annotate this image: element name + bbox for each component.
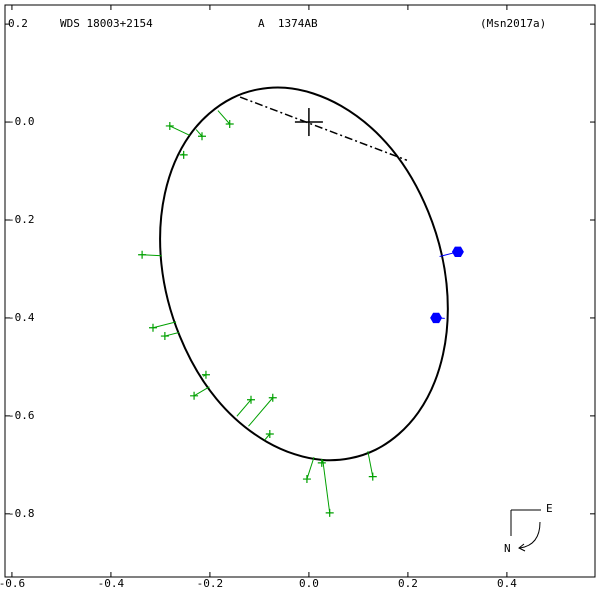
residual-line <box>306 456 315 480</box>
observation <box>201 370 210 379</box>
y-tick-label: -0.6 <box>8 409 35 422</box>
residual-line <box>264 433 271 441</box>
y-tick-label: 0.2 <box>8 17 28 30</box>
observation <box>160 332 169 341</box>
observation <box>430 312 443 324</box>
residual-line <box>236 399 252 417</box>
observation <box>325 508 334 517</box>
residual-line <box>367 451 374 477</box>
observation <box>317 458 326 467</box>
y-tick-label: -0.2 <box>8 213 35 226</box>
observation <box>268 393 277 402</box>
observation <box>451 246 464 258</box>
y-tick-label: -0.8 <box>8 507 35 520</box>
line-of-nodes <box>239 96 408 161</box>
residual-line <box>217 110 231 125</box>
x-tick-label: 0.4 <box>497 577 517 590</box>
compass-arrowhead <box>518 543 526 552</box>
compass-east: E <box>546 502 553 515</box>
residual-line <box>248 397 274 427</box>
observation <box>302 475 311 484</box>
observation <box>368 472 377 481</box>
y-tick-label: -0.4 <box>8 311 35 324</box>
residual-line <box>169 125 190 136</box>
residual-line <box>152 321 177 329</box>
compass-arrow <box>519 521 541 549</box>
x-tick-label: -0.4 <box>98 577 125 590</box>
compass <box>510 509 541 552</box>
observation <box>148 323 157 332</box>
x-tick-label: -0.6 <box>0 577 25 590</box>
chart-subtitle: A 1374AB <box>258 17 318 30</box>
observation <box>165 121 174 130</box>
x-tick-label: 0.2 <box>398 577 418 590</box>
observation <box>179 150 188 159</box>
observation <box>225 120 234 129</box>
residual-line <box>195 129 203 137</box>
observation <box>197 132 206 141</box>
plot-frame <box>4 4 596 578</box>
compass-north: N <box>504 542 511 555</box>
orbit <box>159 86 449 462</box>
observation <box>138 250 147 259</box>
observation <box>246 395 255 404</box>
observation <box>190 391 199 400</box>
chart-title: WDS 18003+2154 <box>60 17 153 30</box>
x-tick-label: 0.0 <box>299 577 319 590</box>
residual-line <box>322 459 331 513</box>
observation <box>265 430 274 438</box>
x-tick-label: -0.2 <box>197 577 224 590</box>
residual-line <box>193 386 210 397</box>
reference: (Msn2017a) <box>480 17 546 30</box>
y-tick-label: -0.0 <box>8 115 35 128</box>
